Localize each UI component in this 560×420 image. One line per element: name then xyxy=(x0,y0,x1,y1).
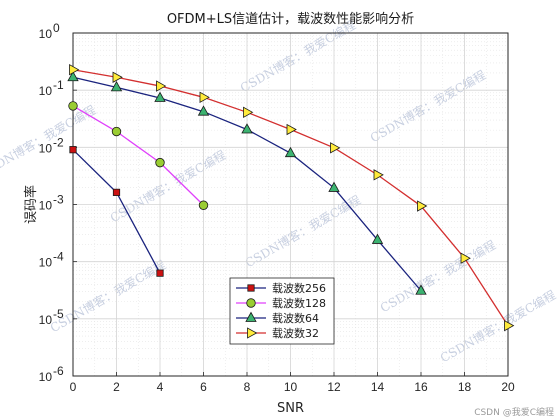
x-tick-label: 2 xyxy=(113,380,120,394)
x-tick-label: 0 xyxy=(70,380,77,394)
y-tick-exponent: 0 xyxy=(53,21,60,35)
data-point xyxy=(373,169,384,181)
data-point xyxy=(241,123,253,134)
data-point xyxy=(112,71,123,83)
x-tick-label: 8 xyxy=(244,380,251,394)
data-point xyxy=(68,101,78,111)
series-group xyxy=(69,64,515,332)
data-point xyxy=(286,123,297,136)
chart-title: OFDM+LS信道估计，载波数性能影响分析 xyxy=(167,11,414,27)
series-group xyxy=(68,101,209,210)
legend-label: 载波数256 xyxy=(272,282,326,295)
x-tick-label: 6 xyxy=(200,380,207,394)
watermark-text: CSDN博客：我爱C编程 xyxy=(242,192,363,270)
data-point xyxy=(69,146,77,154)
data-point xyxy=(243,106,254,118)
data-point xyxy=(112,188,121,196)
watermark-text: CSDN博客：我爱C编程 xyxy=(377,237,498,315)
data-point xyxy=(69,64,80,76)
x-tick-label: 14 xyxy=(371,380,385,394)
data-point xyxy=(111,126,122,137)
data-point xyxy=(154,91,166,102)
legend-label: 载波数64 xyxy=(272,312,319,325)
legend-label: 载波数32 xyxy=(272,327,319,340)
data-point xyxy=(156,269,164,277)
data-point xyxy=(197,105,210,116)
x-tick-label: 16 xyxy=(414,380,428,394)
data-point xyxy=(371,233,384,244)
data-point xyxy=(284,146,297,158)
y-tick-exponent: -2 xyxy=(53,135,64,149)
footer-credit: CSDN @我爱C编程 xyxy=(474,408,554,418)
y-tick-label: 10 xyxy=(39,256,53,270)
y-axis-label: 误码率 xyxy=(23,185,39,224)
x-tick-label: 12 xyxy=(327,380,341,394)
y-tick-exponent: -5 xyxy=(53,307,64,321)
data-point xyxy=(415,284,427,295)
data-point xyxy=(417,200,428,212)
watermark-text: CSDN博客：我爱C编程 xyxy=(437,287,558,365)
series xyxy=(67,64,515,332)
y-tick-label: 10 xyxy=(39,141,53,155)
y-tick-exponent: -1 xyxy=(53,78,64,92)
y-tick-label: 10 xyxy=(39,199,53,213)
x-axis-label: SNR xyxy=(277,401,304,416)
data-point xyxy=(328,181,340,192)
watermark-text: CSDN博客：我爱C编程 xyxy=(47,257,168,335)
data-point xyxy=(67,70,79,82)
watermark-text: CSDN博客：我爱C编程 xyxy=(237,17,358,95)
x-tick-label: 4 xyxy=(157,380,164,394)
data-point xyxy=(155,157,165,168)
y-tick-exponent: -6 xyxy=(53,364,64,378)
data-point xyxy=(460,252,471,264)
data-point xyxy=(504,319,515,332)
y-tick-label: 10 xyxy=(39,370,53,384)
y-tick-exponent: -4 xyxy=(53,250,64,264)
legend-marker xyxy=(247,284,255,292)
y-tick-label: 10 xyxy=(39,313,53,327)
x-tick-label: 20 xyxy=(501,380,515,394)
data-point xyxy=(110,81,123,92)
data-point xyxy=(156,80,167,92)
series-group xyxy=(67,70,427,295)
legend-marker xyxy=(245,311,257,322)
watermark-text: CSDN博客：我爱C编程 xyxy=(367,67,488,145)
y-tick-exponent: -3 xyxy=(53,193,64,207)
x-tick-label: 18 xyxy=(458,380,472,394)
series-group xyxy=(69,146,164,277)
legend-box xyxy=(229,277,335,345)
data-point xyxy=(330,142,341,154)
x-tick-label: 10 xyxy=(284,380,298,394)
legend-label: 载波数128 xyxy=(272,297,326,310)
data-point xyxy=(198,200,209,210)
watermark-text: CSDN博客：我爱C编程 xyxy=(107,147,228,225)
legend-marker xyxy=(247,327,258,339)
series-line xyxy=(72,105,204,206)
legend-marker xyxy=(246,298,256,308)
y-tick-label: 10 xyxy=(39,27,53,41)
legend: 载波数256 载波数128 载波数64 载波数32 xyxy=(229,277,335,345)
y-tick-label: 10 xyxy=(39,84,53,98)
data-point xyxy=(199,91,210,103)
